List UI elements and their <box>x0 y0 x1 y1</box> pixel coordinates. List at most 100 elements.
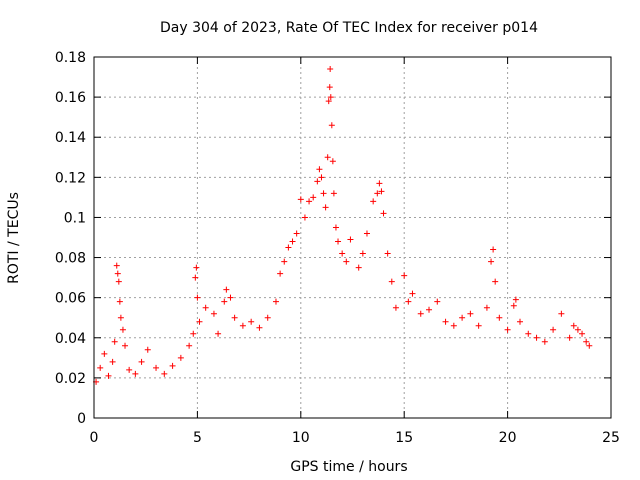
data-point <box>541 338 548 345</box>
data-point <box>239 322 246 329</box>
data-point <box>326 84 333 91</box>
data-point <box>306 198 313 205</box>
grid-layer <box>94 57 611 418</box>
data-point <box>558 310 565 317</box>
data-point <box>405 298 412 305</box>
data-point <box>169 362 176 369</box>
data-point <box>355 264 362 271</box>
data-point <box>332 224 339 231</box>
plot-frame <box>93 56 612 419</box>
data-point <box>264 314 271 321</box>
data-point <box>343 258 350 265</box>
data-point <box>248 318 255 325</box>
data-point <box>289 238 296 245</box>
x-tick-label: 10 <box>292 430 310 446</box>
data-point <box>392 304 399 311</box>
data-point <box>510 302 517 309</box>
data-point <box>570 322 577 329</box>
data-point <box>144 346 151 353</box>
data-point <box>388 278 395 285</box>
data-point <box>256 324 263 331</box>
data-point <box>328 122 335 129</box>
data-point <box>339 250 346 257</box>
data-point <box>579 330 586 337</box>
data-point <box>113 262 120 269</box>
data-point <box>320 190 327 197</box>
data-point <box>583 338 590 345</box>
data-point <box>285 244 292 251</box>
data-point <box>475 322 482 329</box>
data-point <box>566 334 573 341</box>
data-point <box>426 306 433 313</box>
data-point <box>434 298 441 305</box>
data-point <box>310 194 317 201</box>
data-point <box>442 318 449 325</box>
data-point <box>105 372 112 379</box>
data-point <box>116 298 123 305</box>
data-points <box>93 66 593 385</box>
data-point <box>132 370 139 377</box>
data-point <box>450 322 457 329</box>
data-point <box>492 278 499 285</box>
data-point <box>153 364 160 371</box>
data-point <box>327 94 334 101</box>
data-point <box>327 66 334 73</box>
data-point <box>215 330 222 337</box>
data-point <box>210 310 217 317</box>
data-point <box>325 98 332 105</box>
y-tick-label: 0.16 <box>55 90 86 106</box>
data-point <box>370 198 377 205</box>
data-point <box>335 238 342 245</box>
data-point <box>122 342 129 349</box>
data-point <box>126 366 133 373</box>
data-point <box>202 304 209 311</box>
data-point <box>293 230 300 237</box>
data-point <box>488 258 495 265</box>
y-tick-label: 0.02 <box>55 371 86 387</box>
data-point <box>190 330 197 337</box>
data-point <box>115 278 122 285</box>
x-axis-label: GPS time / hours <box>290 459 407 475</box>
data-point <box>376 180 383 187</box>
x-tick-label: 25 <box>602 430 620 446</box>
data-point <box>138 358 145 365</box>
data-point <box>277 270 284 277</box>
y-tick-label: 0.1 <box>64 210 86 226</box>
data-point <box>384 250 391 257</box>
data-point <box>401 272 408 279</box>
chart-title: Day 304 of 2023, Rate Of TEC Index for r… <box>160 20 538 36</box>
data-point <box>111 338 118 345</box>
data-point <box>496 314 503 321</box>
data-point <box>409 290 416 297</box>
data-point <box>359 250 366 257</box>
data-point <box>196 318 203 325</box>
data-point <box>417 310 424 317</box>
data-point <box>574 326 581 333</box>
data-point <box>186 342 193 349</box>
data-point <box>192 274 199 281</box>
data-point <box>322 204 329 211</box>
y-tick-label: 0.08 <box>55 251 86 267</box>
data-point <box>504 326 511 333</box>
x-tick-label: 15 <box>395 430 413 446</box>
data-point <box>378 188 385 195</box>
data-point <box>329 158 336 165</box>
y-tick-label: 0 <box>77 411 86 427</box>
y-tick-label: 0.06 <box>55 291 86 307</box>
data-point <box>512 296 519 303</box>
data-point <box>483 304 490 311</box>
data-point <box>297 196 304 203</box>
data-point <box>318 174 325 181</box>
data-point <box>459 314 466 321</box>
x-tick-label: 20 <box>499 430 517 446</box>
y-axis-label: ROTI / TECUs <box>6 192 22 284</box>
data-point <box>227 294 234 301</box>
data-point <box>316 166 323 173</box>
data-point <box>177 354 184 361</box>
data-point <box>330 190 337 197</box>
data-point <box>533 334 540 341</box>
y-tick-label: 0.04 <box>55 331 86 347</box>
data-point <box>193 264 200 271</box>
y-tick-label: 0.12 <box>55 170 86 186</box>
